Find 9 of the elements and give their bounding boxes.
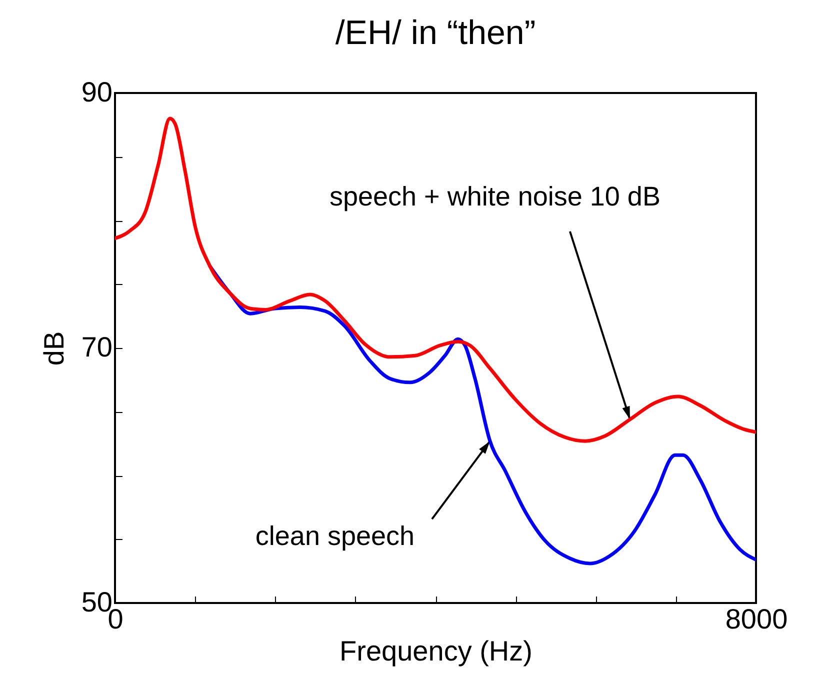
x-tick-label: 8000 <box>725 604 788 634</box>
y-axis-title: dB <box>38 331 70 366</box>
x-axis-title: Frequency (Hz) <box>340 636 532 666</box>
annotation: clean speech <box>255 521 415 552</box>
y-tick-label: 90 <box>81 76 112 108</box>
line-series <box>115 116 756 443</box>
y-tick-label: 70 <box>81 332 112 362</box>
annotation: speech + white noise 10 dB <box>329 181 660 212</box>
chart-title: /EH/ in “then” <box>335 14 536 52</box>
